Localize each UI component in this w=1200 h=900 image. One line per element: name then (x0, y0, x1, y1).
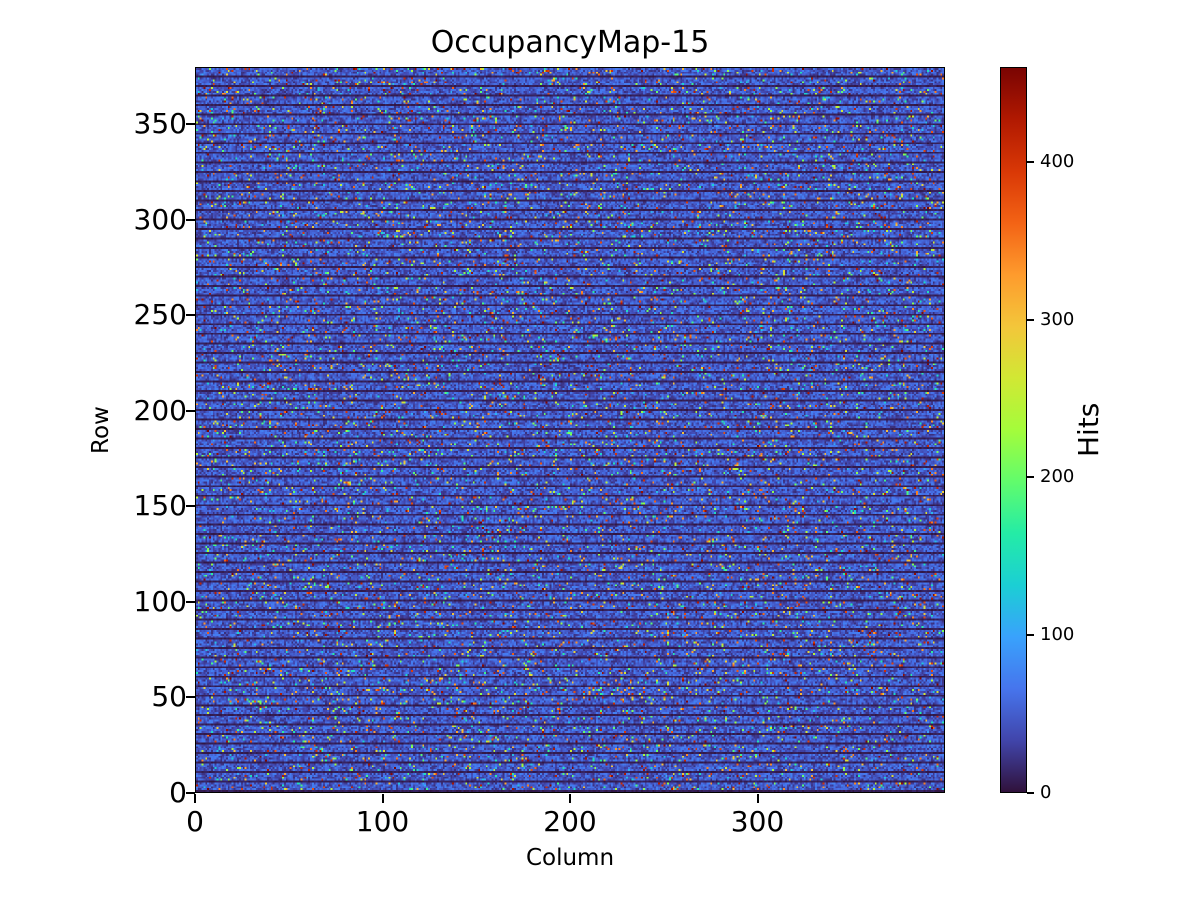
x-tick-label: 300 (730, 805, 785, 838)
y-tick-label: 150 (133, 489, 187, 523)
colorbar-tick-label: 300 (1040, 308, 1075, 330)
x-tick-label: 200 (543, 805, 597, 838)
y-tick-mark (186, 314, 195, 317)
colorbar-tick-label: 400 (1040, 150, 1075, 172)
colorbar-tick-mark (1027, 476, 1034, 479)
x-tick-mark (194, 794, 196, 803)
y-tick-label: 200 (133, 393, 187, 427)
heatmap-canvas (196, 68, 944, 792)
heatmap-plot-area (195, 67, 945, 793)
x-tick-label: 100 (355, 805, 410, 838)
y-axis-label: Row (88, 406, 114, 454)
colorbar-tick-label: 100 (1040, 624, 1075, 646)
colorbar-tick-label: 200 (1040, 466, 1075, 488)
colorbar-tick-mark (1027, 318, 1034, 321)
y-tick-mark (186, 409, 195, 412)
colorbar-tick-label: 0 (1040, 782, 1052, 803)
y-tick-mark (186, 218, 195, 221)
y-tick-mark (186, 792, 195, 794)
x-axis-label: Column (525, 845, 615, 871)
y-tick-mark (186, 123, 195, 126)
y-tick-mark (186, 600, 195, 603)
y-tick-label: 350 (133, 107, 187, 141)
y-tick-mark (186, 696, 195, 699)
x-tick-mark (569, 794, 571, 803)
y-tick-label: 300 (133, 202, 187, 236)
colorbar (1000, 67, 1027, 793)
y-tick-mark (186, 505, 195, 508)
colorbar-gradient (1001, 68, 1026, 792)
x-tick-label: 0 (186, 805, 204, 838)
y-tick-label: 0 (169, 776, 187, 809)
x-tick-mark (756, 794, 759, 803)
colorbar-label: Hits (1072, 402, 1105, 458)
chart-title: OccupancyMap-15 (430, 25, 710, 60)
y-tick-label: 250 (133, 298, 187, 332)
y-tick-label: 50 (151, 680, 187, 714)
x-tick-mark (381, 794, 384, 803)
colorbar-tick-mark (1027, 792, 1034, 794)
y-tick-label: 100 (133, 584, 187, 618)
colorbar-tick-mark (1027, 160, 1034, 163)
colorbar-tick-mark (1027, 634, 1034, 637)
